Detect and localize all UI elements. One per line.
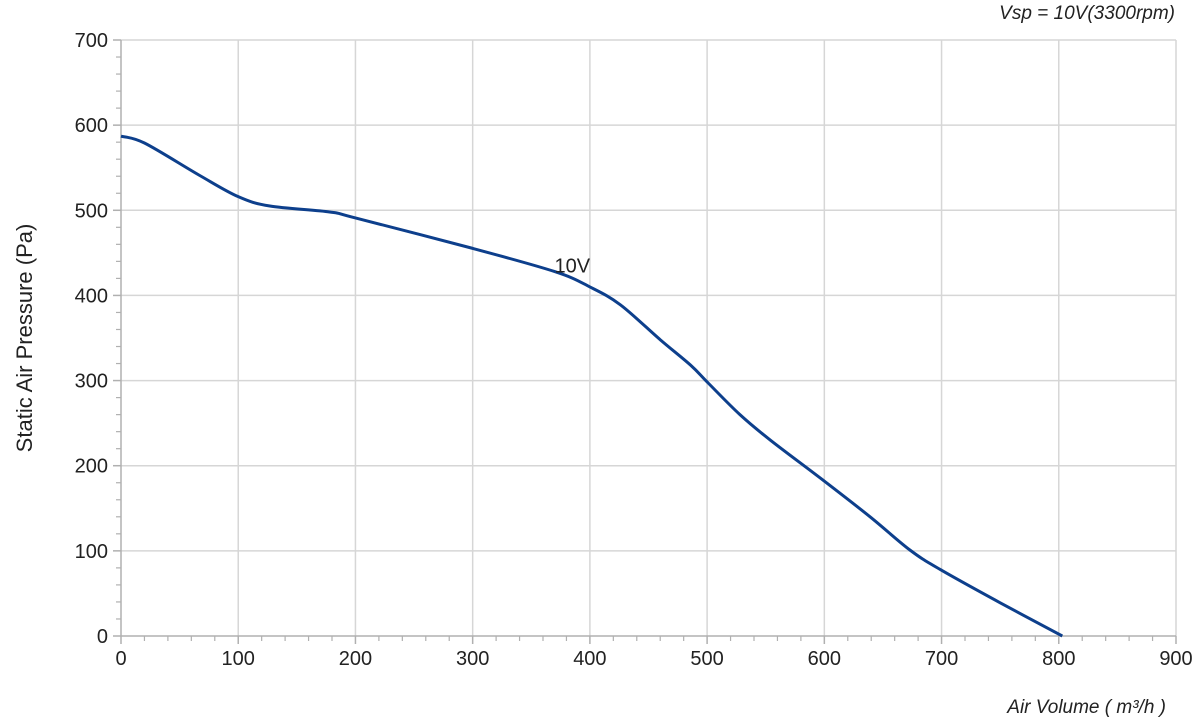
y-tick-label: 700 [75, 30, 108, 52]
y-tick-label: 100 [75, 541, 108, 563]
y-tick-label: 300 [75, 371, 108, 393]
series-line-10v [120, 134, 1063, 638]
grid [121, 39, 1177, 636]
x-tick-label: 100 [222, 648, 255, 670]
y-tick-label: 0 [97, 626, 108, 648]
chart-title: Vsp = 10V(3300rpm) [999, 3, 1175, 24]
x-tick-label: 300 [456, 648, 489, 670]
y-tick-label: 500 [75, 200, 108, 222]
x-axis-label: Air Volume ( m³/h ) [1006, 697, 1166, 718]
y-tick-label: 600 [75, 115, 108, 137]
x-tick-label: 500 [690, 648, 723, 670]
y-axis-label: Static Air Pressure (Pa) [12, 224, 37, 453]
x-tick-label: 800 [1042, 648, 1075, 670]
y-tick-label: 200 [75, 456, 108, 478]
y-tick-label: 400 [75, 285, 108, 307]
x-tick-label: 600 [808, 648, 841, 670]
x-tick-label: 900 [1159, 648, 1192, 670]
series-label-10v: 10V [555, 256, 591, 278]
x-tick-labels: 0 100 200 300 400 500 600 700 800 900 [115, 648, 1192, 670]
y-tick-labels: 0 100 200 300 400 500 600 700 [75, 30, 108, 648]
x-tick-label: 0 [115, 648, 126, 670]
x-tick-label: 200 [339, 648, 372, 670]
x-tick-label: 700 [925, 648, 958, 670]
axes [113, 39, 1177, 644]
x-tick-label: 400 [573, 648, 606, 670]
